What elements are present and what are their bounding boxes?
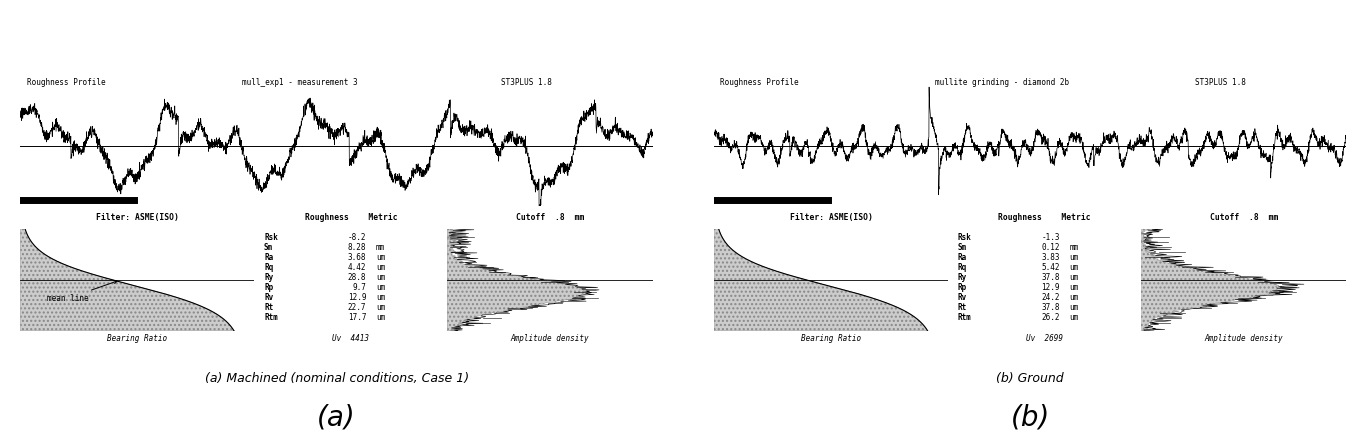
Text: Uv  2699: Uv 2699 <box>1025 334 1064 343</box>
Text: 37.8: 37.8 <box>1042 273 1059 282</box>
Text: um: um <box>375 283 385 292</box>
Text: um: um <box>375 293 385 302</box>
Text: Cutoff  .8  mm: Cutoff .8 mm <box>1209 213 1278 221</box>
Text: Rv: Rv <box>264 293 273 302</box>
Text: um: um <box>1069 293 1078 302</box>
Text: mm: mm <box>1069 243 1078 252</box>
Text: 3.83: 3.83 <box>1042 253 1059 262</box>
Text: 5.42: 5.42 <box>1042 263 1059 272</box>
Text: Rsk: Rsk <box>264 233 277 242</box>
Text: Sm: Sm <box>957 243 967 252</box>
Text: Filter: ASME(ISO): Filter: ASME(ISO) <box>97 213 178 221</box>
Text: Rsk: Rsk <box>957 233 971 242</box>
Text: um: um <box>1069 303 1078 312</box>
Text: (a): (a) <box>317 403 356 430</box>
Text: Roughness Profile: Roughness Profile <box>27 77 105 86</box>
Text: 24.2: 24.2 <box>1042 293 1059 302</box>
Text: Amplitude density: Amplitude density <box>1205 334 1282 343</box>
Text: -8.2: -8.2 <box>348 233 366 242</box>
Text: Amplitude density: Amplitude density <box>511 334 589 343</box>
Text: Uv  4413: Uv 4413 <box>332 334 370 343</box>
Text: Rt: Rt <box>264 303 273 312</box>
Text: 0.12: 0.12 <box>1042 243 1059 252</box>
Text: mean line: mean line <box>48 281 117 303</box>
Text: Sm: Sm <box>264 243 273 252</box>
Text: um: um <box>1069 253 1078 262</box>
Text: 3.68: 3.68 <box>348 253 366 262</box>
Text: Roughness    Metric: Roughness Metric <box>998 213 1091 221</box>
Text: ST3PLUS 1.8: ST3PLUS 1.8 <box>500 77 552 86</box>
Text: Ra: Ra <box>264 253 273 262</box>
Text: 12.9: 12.9 <box>348 293 366 302</box>
Text: mull_exp1 - measurement 3: mull_exp1 - measurement 3 <box>242 77 358 86</box>
Text: Rq: Rq <box>264 263 273 272</box>
Text: um: um <box>375 263 385 272</box>
Text: 26.2: 26.2 <box>1042 313 1059 322</box>
Text: -1.3: -1.3 <box>1042 233 1059 242</box>
Text: Rq: Rq <box>957 263 967 272</box>
Text: Rp: Rp <box>957 283 967 292</box>
Text: Cutoff  .8  mm: Cutoff .8 mm <box>515 213 585 221</box>
Text: 12.9: 12.9 <box>1042 283 1059 292</box>
Text: Rt: Rt <box>957 303 967 312</box>
Text: Rv: Rv <box>957 293 967 302</box>
Text: um: um <box>375 313 385 322</box>
Text: 28.8: 28.8 <box>348 273 366 282</box>
Text: ST3PLUS 1.8: ST3PLUS 1.8 <box>1194 77 1246 86</box>
Text: 4.42: 4.42 <box>348 263 366 272</box>
Text: Filter: ASME(ISO): Filter: ASME(ISO) <box>790 213 872 221</box>
Text: Ry: Ry <box>264 273 273 282</box>
Text: Rtm: Rtm <box>957 313 971 322</box>
Text: 17.7: 17.7 <box>348 313 366 322</box>
Text: Rtm: Rtm <box>264 313 277 322</box>
Text: um: um <box>375 253 385 262</box>
Text: (b) Ground: (b) Ground <box>997 372 1064 385</box>
Text: (a) Machined (nominal conditions, Case 1): (a) Machined (nominal conditions, Case 1… <box>204 372 469 385</box>
Text: mm: mm <box>375 243 385 252</box>
Text: um: um <box>1069 273 1078 282</box>
Text: (b): (b) <box>1010 403 1050 430</box>
Text: um: um <box>375 303 385 312</box>
Text: Roughness Profile: Roughness Profile <box>721 77 798 86</box>
Text: 9.7: 9.7 <box>352 283 366 292</box>
Text: Rp: Rp <box>264 283 273 292</box>
Text: um: um <box>1069 283 1078 292</box>
Text: Bearing Ratio: Bearing Ratio <box>107 334 167 343</box>
Text: Roughness    Metric: Roughness Metric <box>305 213 397 221</box>
Text: 22.7: 22.7 <box>348 303 366 312</box>
Text: Bearing Ratio: Bearing Ratio <box>801 334 861 343</box>
Text: mullite grinding - diamond 2b: mullite grinding - diamond 2b <box>936 77 1069 86</box>
Text: 37.8: 37.8 <box>1042 303 1059 312</box>
Text: Ra: Ra <box>957 253 967 262</box>
Text: um: um <box>375 273 385 282</box>
Text: um: um <box>1069 313 1078 322</box>
Text: um: um <box>1069 263 1078 272</box>
Text: Ry: Ry <box>957 273 967 282</box>
Text: 8.28: 8.28 <box>348 243 366 252</box>
